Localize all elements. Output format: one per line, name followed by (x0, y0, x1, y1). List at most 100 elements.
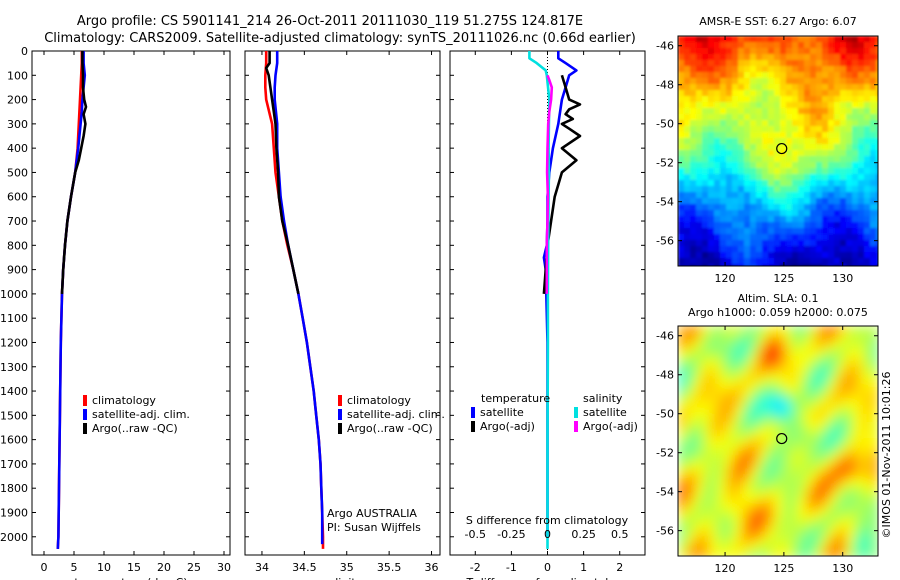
field-cell (786, 228, 793, 235)
field-cell (762, 174, 769, 181)
field-cell (870, 398, 878, 407)
field-cell (750, 228, 757, 235)
field-cell (870, 144, 877, 151)
field-cell (810, 246, 817, 253)
map-y-tick-label: -50 (656, 118, 674, 131)
field-cell (864, 54, 871, 61)
field-cell (708, 96, 715, 103)
field-cell (732, 90, 739, 97)
field-cell (798, 162, 805, 169)
field-cell (762, 162, 769, 169)
field-cell (846, 390, 855, 399)
field-cell (846, 162, 853, 169)
field-cell (854, 430, 863, 439)
field-cell (744, 126, 751, 133)
field-cell (790, 550, 799, 556)
field-cell (774, 406, 783, 415)
field-cell (864, 204, 871, 211)
field-cell (840, 216, 847, 223)
field-cell (828, 54, 835, 61)
field-cell (864, 72, 871, 79)
field-cell (756, 48, 763, 55)
field-cell (734, 422, 743, 431)
field-cell (734, 398, 743, 407)
field-cell (854, 534, 863, 543)
field-cell (678, 36, 685, 43)
field-cell (696, 258, 703, 265)
field-cell (768, 210, 775, 217)
field-cell (846, 470, 855, 479)
field-cell (690, 36, 697, 43)
field-cell (742, 478, 751, 487)
field-cell (694, 462, 703, 471)
field-cell (814, 550, 823, 556)
field-cell (830, 390, 839, 399)
field-cell (782, 342, 791, 351)
field-cell (750, 174, 757, 181)
field-cell (822, 486, 831, 495)
field-cell (726, 192, 733, 199)
field-cell (876, 126, 878, 133)
field-cell (790, 454, 799, 463)
field-cell (750, 390, 759, 399)
field-cell (852, 132, 859, 139)
field-cell (708, 42, 715, 49)
field-cell (726, 114, 733, 121)
field-cell (732, 156, 739, 163)
field-cell (756, 216, 763, 223)
field-cell (684, 186, 691, 193)
field-cell (702, 84, 709, 91)
field-cell (798, 454, 807, 463)
field-cell (708, 78, 715, 85)
field-cell (708, 48, 715, 55)
field-cell (750, 114, 757, 121)
field-cell (786, 120, 793, 127)
field-cell (846, 102, 853, 109)
field-cell (678, 334, 687, 343)
field-cell (686, 446, 695, 455)
field-cell (870, 534, 878, 543)
field-cell (782, 446, 791, 455)
field-cell (870, 390, 878, 399)
field-cell (714, 126, 721, 133)
field-cell (792, 66, 799, 73)
field-cell (750, 518, 759, 527)
field-cell (782, 334, 791, 343)
field-cell (810, 222, 817, 229)
field-cell (834, 138, 841, 145)
field-cell (768, 48, 775, 55)
field-cell (798, 96, 805, 103)
sst-map-title: AMSR-E SST: 6.27 Argo: 6.07 (699, 15, 857, 28)
field-cell (686, 414, 695, 423)
field-cell (750, 42, 757, 49)
field-cell (684, 162, 691, 169)
field-cell (774, 120, 781, 127)
field-cell (714, 174, 721, 181)
field-cell (702, 422, 711, 431)
field-cell (780, 204, 787, 211)
field-cell (702, 228, 709, 235)
field-cell (714, 180, 721, 187)
field-cell (702, 42, 709, 49)
field-cell (720, 174, 727, 181)
field-cell (738, 144, 745, 151)
field-cell (684, 234, 691, 241)
field-cell (774, 216, 781, 223)
field-cell (810, 156, 817, 163)
field-cell (710, 358, 719, 367)
field-cell (816, 258, 823, 265)
field-cell (702, 390, 711, 399)
field-cell (750, 478, 759, 487)
salinity-diff-tick-label: 0.25 (571, 528, 596, 541)
field-cell (816, 84, 823, 91)
field-cell (786, 84, 793, 91)
field-cell (774, 382, 783, 391)
field-cell (834, 144, 841, 151)
field-cell (854, 374, 863, 383)
field-cell (870, 518, 878, 527)
field-cell (710, 494, 719, 503)
field-cell (718, 486, 727, 495)
field-cell (686, 358, 695, 367)
field-cell (816, 210, 823, 217)
field-cell (726, 162, 733, 169)
